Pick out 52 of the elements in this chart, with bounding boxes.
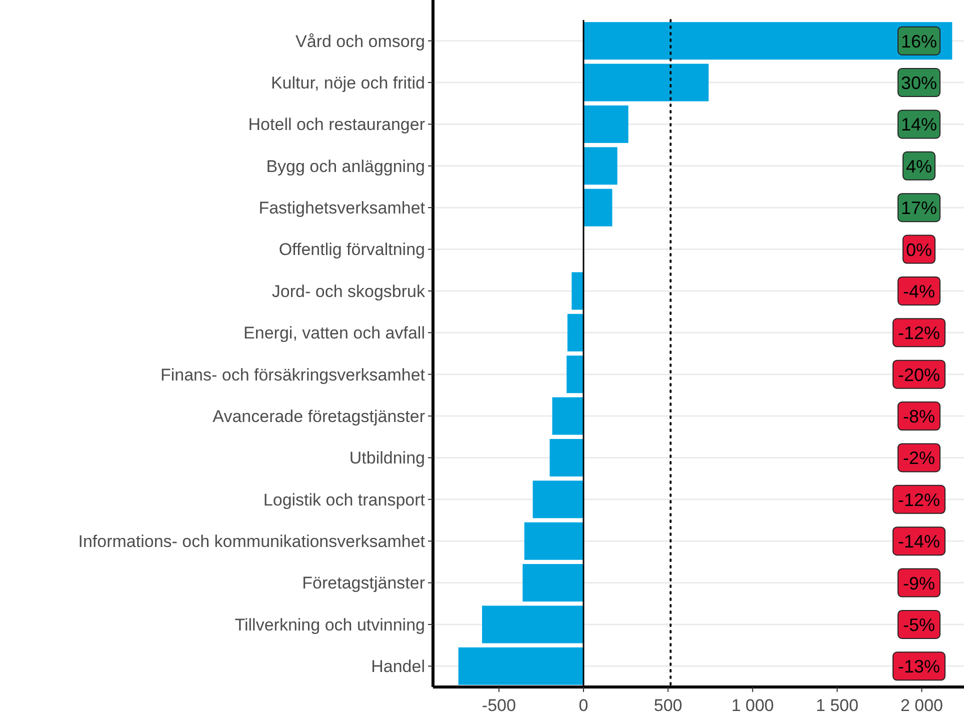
bar	[524, 522, 584, 560]
annotation: -2%	[902, 448, 936, 468]
y-tick-label: Fastighetsverksamhet	[258, 198, 426, 218]
annotation: 17%	[900, 198, 938, 218]
bar	[532, 480, 584, 518]
annotation: -8%	[902, 406, 936, 427]
annotation: -9%	[902, 573, 936, 594]
y-tick-label: Utbildning	[349, 448, 425, 468]
bar	[584, 147, 618, 185]
y-tick-label: Företagstjänster	[302, 574, 426, 593]
annotation: -12%	[898, 490, 940, 510]
x-tick-label: 1 500	[816, 696, 858, 713]
annotation: -20%	[898, 364, 940, 385]
y-tick-label: Energi, vatten och avfall	[244, 324, 425, 343]
bar	[584, 105, 628, 143]
bar	[522, 564, 584, 602]
y-tick-label: Jord- och skogsbruk	[272, 282, 426, 301]
bar	[566, 356, 584, 394]
y-tick-label: Logistik och transport	[263, 490, 426, 510]
y-tick-label: Offentlig förvaltning	[278, 240, 425, 260]
bar	[567, 314, 584, 352]
x-tick-label: 2 000	[900, 696, 943, 713]
bar	[584, 64, 709, 102]
y-tick-label: Informations- och kommunikationsverksamhet	[78, 532, 426, 552]
x-tick-label: -500	[482, 696, 516, 713]
annotation: -5%	[902, 614, 936, 635]
bar	[552, 397, 584, 435]
y-tick-label: Kultur, nöje och fritid	[270, 73, 425, 92]
annotation: -13%	[898, 656, 940, 677]
y-tick-label: Finans- och försäkringsverksamhet	[160, 365, 426, 384]
y-tick-label: Avancerade företagstjänster	[212, 406, 426, 426]
bar	[584, 188, 612, 226]
y-tick-label: Vård och omsorg	[296, 32, 425, 51]
x-tick-label: 1 000	[731, 696, 774, 713]
y-tick-label: Bygg och anläggning	[266, 156, 425, 176]
annotation: 0%	[906, 240, 932, 260]
annotation: 30%	[900, 73, 938, 94]
bar	[482, 606, 584, 644]
annotation: -4%	[902, 281, 936, 302]
annotation: 14%	[900, 114, 938, 135]
bar	[458, 647, 584, 685]
annotation: 4%	[906, 156, 932, 176]
y-tick-label: Handel	[371, 657, 425, 676]
y-tick-label: Tillverkning och utvinning	[234, 615, 425, 634]
bar	[550, 438, 584, 476]
y-tick-label: Hotell och restauranger	[248, 115, 426, 134]
bar	[572, 272, 584, 310]
annotation: -12%	[898, 323, 940, 344]
annotation: 16%	[900, 31, 938, 52]
x-tick-label: 0	[578, 696, 588, 713]
annotation: -14%	[898, 532, 940, 552]
x-tick-label: 500	[654, 696, 682, 713]
